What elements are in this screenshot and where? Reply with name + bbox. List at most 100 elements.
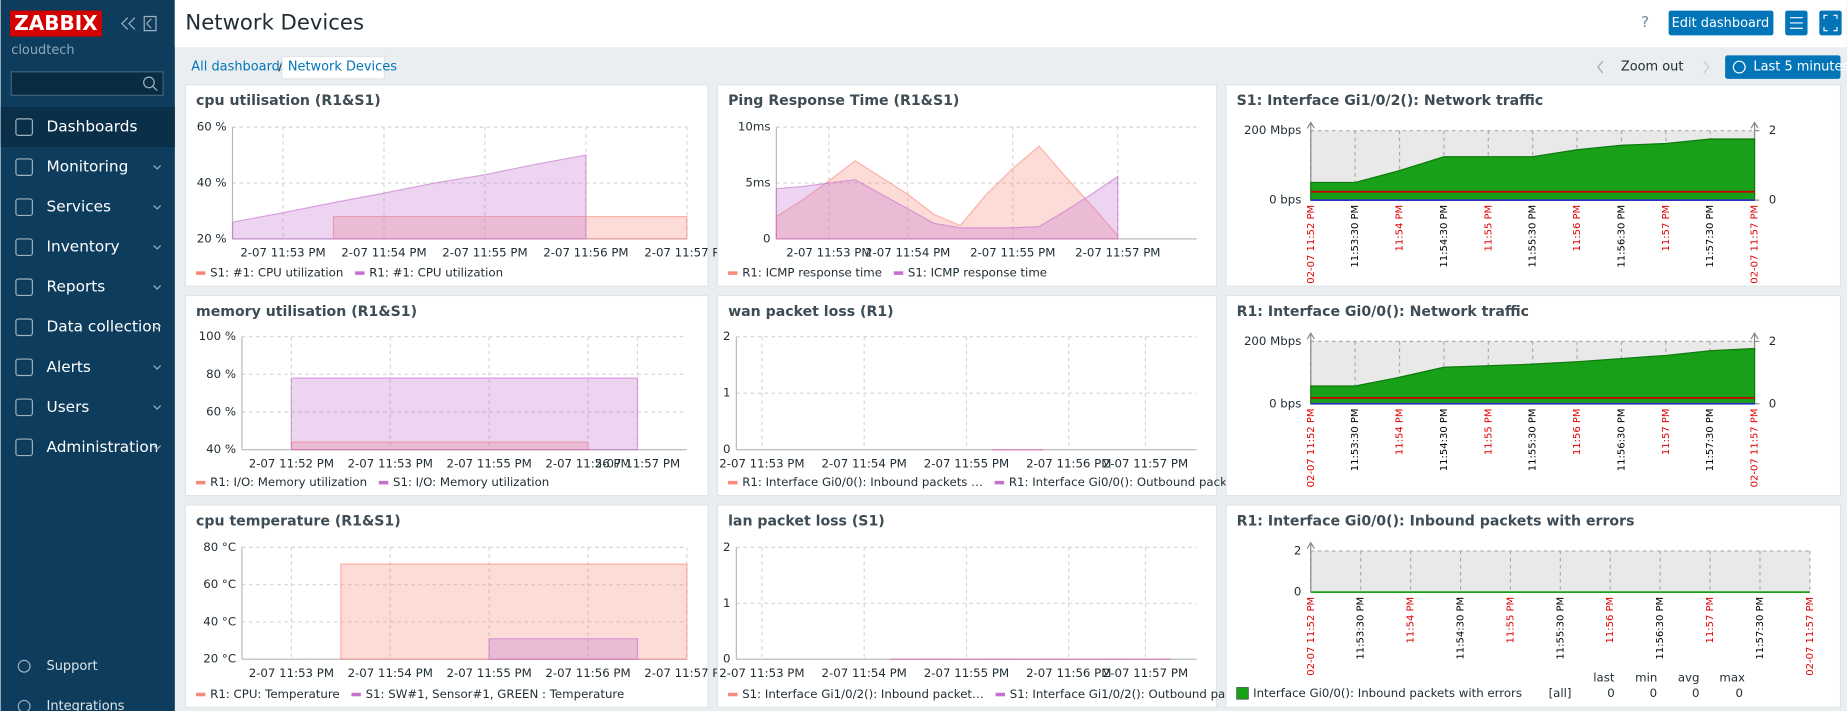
fullscreen-button[interactable]	[1819, 10, 1842, 36]
x-tick-label: 11:55:30 PM	[1555, 597, 1566, 660]
x-tick-label: 2-07 11:56 PM	[543, 246, 628, 260]
menu-item[interactable]: Data collection	[47, 318, 162, 336]
series-area	[231, 154, 587, 240]
widget-title: wan packet loss (R1)	[728, 304, 894, 320]
x-tick-label: 2-07 11:54 PM	[822, 456, 907, 470]
zoom-out[interactable]: Zoom out	[1621, 60, 1684, 75]
footer-item[interactable]: Support	[47, 659, 98, 674]
next-arrow[interactable]	[1703, 60, 1710, 74]
x-tick-label: 2-07 11:57 PM	[644, 666, 729, 680]
y-tick-label: 20 %	[197, 231, 227, 245]
breadcrumb-separator: /	[278, 60, 283, 75]
x-tick-label: 11:54 PM	[1395, 205, 1406, 252]
prev-arrow[interactable]	[1597, 60, 1604, 74]
legend-label: Interface Gi0/0(): Inbound packets with …	[1253, 686, 1522, 700]
x-tick-label: 2-07 11:53 PM	[240, 246, 325, 260]
edit-button[interactable]	[1668, 10, 1774, 36]
kiosk-icon[interactable]	[143, 15, 157, 32]
chevron	[153, 325, 162, 330]
menu-item[interactable]: Monitoring	[47, 158, 129, 176]
footer-item[interactable]: Integrations	[47, 699, 125, 711]
footer-icon	[17, 699, 31, 711]
menu-icon	[15, 198, 33, 217]
y-tick-label: 0	[1294, 585, 1302, 599]
y-tick-label: 0	[723, 652, 731, 666]
x-tick-label: 11:57 PM	[1705, 597, 1716, 644]
y-tick-label: 20 °C	[203, 652, 236, 666]
x-tick-label: 2-07 11:57 PM	[644, 246, 729, 260]
breadcrumb-link[interactable]: All dashboards	[191, 60, 287, 75]
x-tick-label: 11:56:30 PM	[1655, 597, 1666, 660]
x-tick-label: 2-07 11:53 PM	[348, 456, 433, 470]
time-period[interactable]: Last 5 minutes	[1753, 60, 1847, 75]
x-tick-label: 11:56:30 PM	[1616, 205, 1627, 268]
menu-item[interactable]: Services	[47, 198, 112, 216]
y2-tick-label: 2	[1769, 334, 1777, 348]
active-item-bg	[0, 107, 175, 148]
x-tick-label: 2-07 11:57 PM	[595, 456, 680, 470]
page-title: Network Devices	[185, 10, 364, 35]
menu-item[interactable]: Inventory	[47, 238, 120, 256]
y2-tick-label: 2	[1769, 123, 1777, 137]
help[interactable]: ?	[1641, 13, 1649, 31]
chevron	[153, 365, 162, 370]
y-tick-label: 40 °C	[203, 614, 236, 628]
legend-label: S1: I/O: Memory utilization	[393, 475, 549, 489]
y-tick-label: 100 %	[199, 329, 236, 343]
x-tick-label: 11:54:30 PM	[1456, 597, 1467, 660]
y-tick-label: 40 %	[206, 442, 236, 456]
chevron	[153, 445, 162, 450]
x-tick-label: 2-07 11:54 PM	[341, 246, 426, 260]
legend-label: R1: #1: CPU utilization	[369, 266, 503, 280]
x-tick-label: 2-07 11:53 PM	[719, 666, 804, 680]
fullscreen-icon	[1823, 14, 1838, 32]
y-tick-label: 2	[1294, 543, 1302, 557]
legend-label: S1: Interface Gi1/0/2(): Inbound packet…	[742, 687, 984, 701]
menu-item[interactable]: Alerts	[47, 358, 91, 376]
legend-value: 0	[1736, 686, 1744, 700]
series-area	[488, 638, 639, 660]
x-tick-label: 11:57 PM	[1661, 408, 1672, 455]
y-tick-label: 0	[763, 231, 771, 245]
series-area	[1310, 347, 1756, 405]
legend-swatch	[1236, 687, 1249, 700]
x-tick-label: 11:54 PM	[1395, 408, 1406, 455]
y-axis	[1306, 541, 1315, 593]
x-tick-label: 02-07 11:52 PM	[1306, 205, 1317, 284]
breadcrumb-current[interactable]: Network Devices	[288, 60, 397, 75]
legend-value: 0	[1607, 686, 1615, 700]
menu-item[interactable]: Dashboards	[47, 118, 138, 136]
series-area	[290, 441, 589, 451]
menu-icon	[15, 398, 33, 417]
y-tick-label: 1	[723, 596, 731, 610]
x-tick-label: 2-07 11:57 PM	[1075, 246, 1160, 260]
x-tick-label: 11:54:30 PM	[1439, 205, 1450, 268]
series-area	[332, 216, 688, 240]
x-tick-label: 2-07 11:56 PM	[545, 456, 630, 470]
y2-tick-label: 0	[1769, 396, 1777, 410]
x-tick-label: 2-07 11:55 PM	[924, 456, 1009, 470]
x-tick-label: 11:57 PM	[1661, 205, 1672, 252]
chevron	[153, 405, 162, 410]
y-tick-label: 40 %	[197, 176, 227, 190]
widget	[184, 504, 709, 709]
x-tick-label: 11:53:30 PM	[1356, 597, 1367, 660]
edit-button-label[interactable]: Edit dashboard	[1672, 16, 1770, 31]
x-tick-label: 02-07 11:52 PM	[1306, 597, 1317, 676]
collapse-icon[interactable]	[121, 17, 136, 30]
search-input[interactable]	[10, 71, 164, 96]
menu-item[interactable]: Users	[47, 398, 90, 416]
legend-header: avg	[1678, 671, 1700, 685]
legend-value: 0	[1692, 686, 1700, 700]
y-tick-label: 80 °C	[203, 540, 236, 554]
y-tick-label: 10ms	[738, 120, 771, 134]
widget	[1225, 504, 1842, 709]
menu-item[interactable]: Reports	[47, 278, 106, 296]
series-area	[1310, 138, 1756, 201]
menu-item[interactable]: Administration	[47, 438, 159, 456]
logo: ZABBIX	[14, 11, 98, 35]
search-icon[interactable]	[143, 76, 155, 89]
menu-icon	[15, 438, 33, 457]
time-button[interactable]	[1725, 55, 1841, 79]
